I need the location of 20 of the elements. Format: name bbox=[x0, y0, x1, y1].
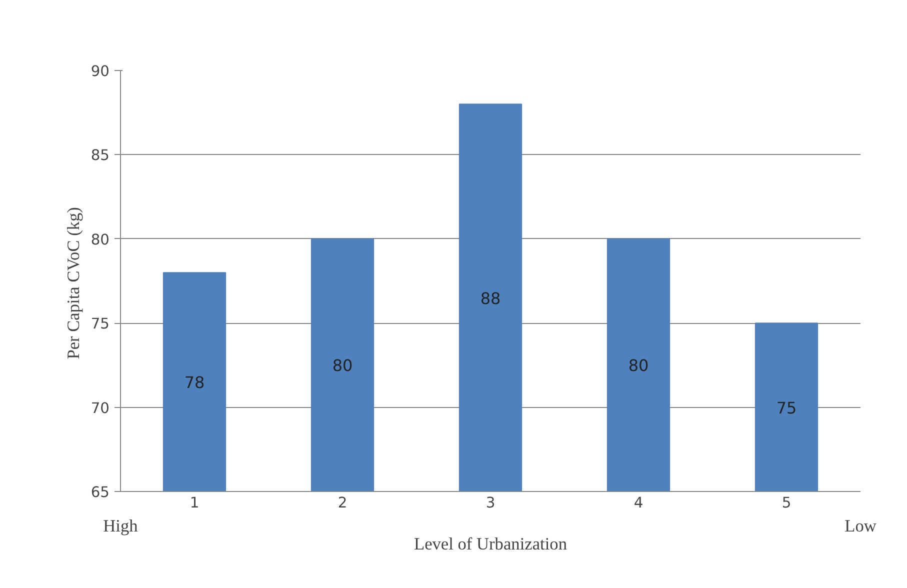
x-tick-label: 3 bbox=[486, 494, 496, 512]
y-tick-label: 80 bbox=[90, 231, 110, 248]
y-tick-label: 85 bbox=[90, 147, 110, 164]
data-label: 88 bbox=[480, 288, 501, 308]
text: High bbox=[103, 516, 138, 536]
data-label: 75 bbox=[776, 398, 797, 418]
y-tick-label: 75 bbox=[90, 316, 110, 333]
x-axis-title: Level of Urbanization bbox=[414, 534, 568, 554]
x-tick-label: 2 bbox=[338, 494, 348, 512]
x-tick-label: 5 bbox=[782, 494, 792, 512]
data-label: 80 bbox=[332, 356, 353, 376]
y-tick-label: 65 bbox=[90, 484, 110, 501]
x-tick-label: 1 bbox=[190, 494, 200, 512]
text: Low bbox=[844, 516, 877, 536]
y-tick-label: 70 bbox=[90, 400, 110, 417]
y-axis-title: Per Capita CVoC (kg) bbox=[64, 206, 83, 360]
data-label: 80 bbox=[628, 356, 649, 376]
data-label: 78 bbox=[184, 373, 205, 392]
y-tick-label: 90 bbox=[90, 63, 110, 80]
x-tick-label: 4 bbox=[634, 494, 644, 512]
